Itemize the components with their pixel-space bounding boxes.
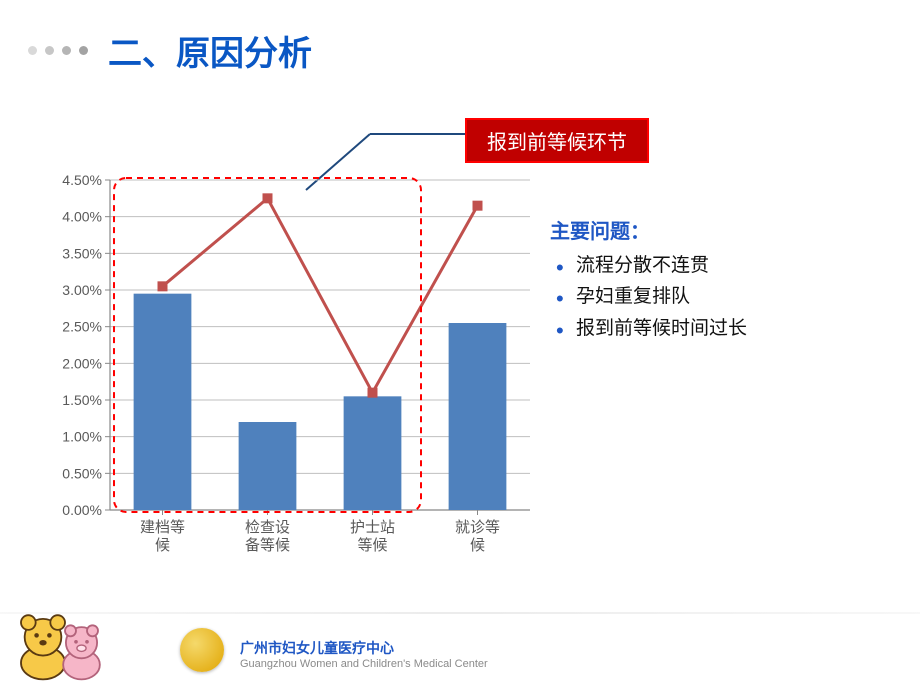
decor-dot <box>28 46 37 55</box>
decor-dot <box>62 46 71 55</box>
svg-text:2.50%: 2.50% <box>62 319 102 335</box>
svg-text:护士站: 护士站 <box>350 519 395 536</box>
svg-text:就诊等: 就诊等 <box>455 518 500 536</box>
org-name-en: Guangzhou Women and Children's Medical C… <box>240 658 488 670</box>
medal-icon <box>180 628 224 672</box>
svg-text:3.50%: 3.50% <box>62 245 102 261</box>
svg-text:备等候: 备等候 <box>245 536 290 554</box>
callout-label: 报到前等候环节 <box>465 118 649 163</box>
footer-divider <box>0 612 920 614</box>
problems-item: 流程分散不连贯 <box>550 250 880 281</box>
svg-text:4.50%: 4.50% <box>62 172 102 188</box>
chart-svg: 0.00% 0.50% 1.00% 1.50% 2.00% 2.50% 3.00% 3.50%… <box>40 170 540 580</box>
chart-container: 0.00% 0.50% 1.00% 1.50% 2.00% 2.50% 3.00% 3.50%… <box>40 170 540 580</box>
svg-text:2.00%: 2.00% <box>62 355 102 371</box>
org-block: 广州市妇女儿童医疗中心 Guangzhou Women and Children… <box>240 638 488 670</box>
svg-text:1.50%: 1.50% <box>62 392 102 408</box>
problems-item: 报到前等候时间过长 <box>550 313 880 344</box>
org-name-cn: 广州市妇女儿童医疗中心 <box>240 638 488 658</box>
svg-text:0.50%: 0.50% <box>62 465 102 481</box>
decor-dots <box>28 46 88 55</box>
decor-dot <box>79 46 88 55</box>
svg-text:4.00%: 4.00% <box>62 209 102 225</box>
callout-text: 报到前等候环节 <box>487 132 627 154</box>
slide-title: 二、原因分析 <box>108 26 312 75</box>
svg-text:检查设: 检查设 <box>245 519 290 536</box>
svg-text:0.00%: 0.00% <box>62 502 102 518</box>
svg-text:候: 候 <box>470 537 485 554</box>
problems-list: 流程分散不连贯孕妇重复排队报到前等候时间过长 <box>550 250 880 344</box>
svg-text:3.00%: 3.00% <box>62 282 102 298</box>
problems-title: 主要问题： <box>550 215 880 244</box>
svg-text:等候: 等候 <box>357 536 387 554</box>
problems-block: 主要问题： 流程分散不连贯孕妇重复排队报到前等候时间过长 <box>550 215 880 344</box>
problems-item: 孕妇重复排队 <box>550 281 880 312</box>
footer: 广州市妇女儿童医疗中心 Guangzhou Women and Children… <box>0 612 920 690</box>
slide-root: 二、原因分析 报到前等候环节 主要问题： 流程分散不连贯孕妇重复排队报到前等候时… <box>0 0 920 690</box>
decor-dot <box>45 46 54 55</box>
svg-text:建档等: 建档等 <box>140 518 185 536</box>
svg-text:1.00%: 1.00% <box>62 429 102 445</box>
mascot-icon <box>10 606 120 684</box>
svg-text:候: 候 <box>155 537 170 554</box>
